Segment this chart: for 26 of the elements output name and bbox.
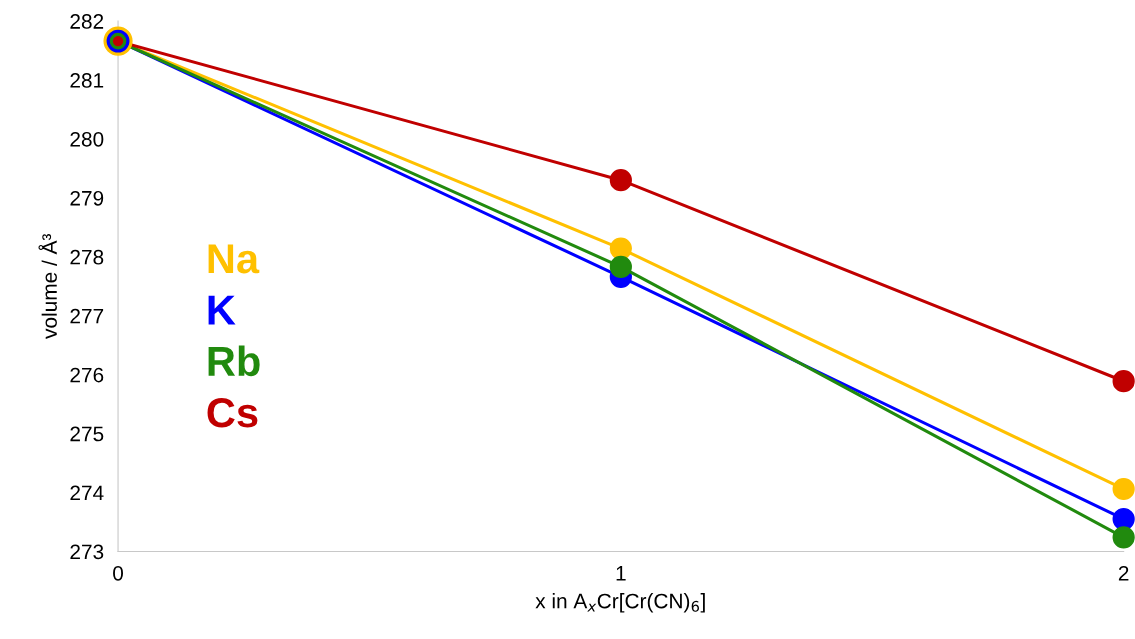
y-axis-title: volume / Å³ xyxy=(38,234,57,339)
point xyxy=(609,255,632,278)
y-tick-label: 276 xyxy=(70,367,104,383)
point xyxy=(1112,477,1135,501)
y-tick-label: 274 xyxy=(70,485,104,501)
point xyxy=(1112,507,1135,531)
y-tick-label: 273 xyxy=(70,544,104,560)
y-tick-label: 279 xyxy=(70,190,104,206)
y-tick-label: 275 xyxy=(70,426,104,442)
y-tick-label: 277 xyxy=(70,308,104,324)
y-tick-label: 280 xyxy=(70,131,104,147)
text: Na xyxy=(208,244,260,274)
y-tick-label: 282 xyxy=(70,14,104,29)
text: Rb xyxy=(208,345,260,377)
x-tick-label: 2 xyxy=(1118,565,1129,581)
x-axis-title: x in A$_{x}$Cr[Cr(CN)$_{6}$] xyxy=(535,593,705,613)
point xyxy=(1112,370,1135,393)
point xyxy=(609,237,632,260)
text: K xyxy=(208,295,236,325)
x-tick-label: 1 xyxy=(616,566,626,581)
point xyxy=(609,169,632,192)
x-tick-label: 0 xyxy=(113,565,124,581)
y-tick-label: 281 xyxy=(70,73,104,88)
point xyxy=(1112,526,1135,549)
y-tick-label: 278 xyxy=(70,249,104,265)
text: Cs xyxy=(207,398,258,428)
